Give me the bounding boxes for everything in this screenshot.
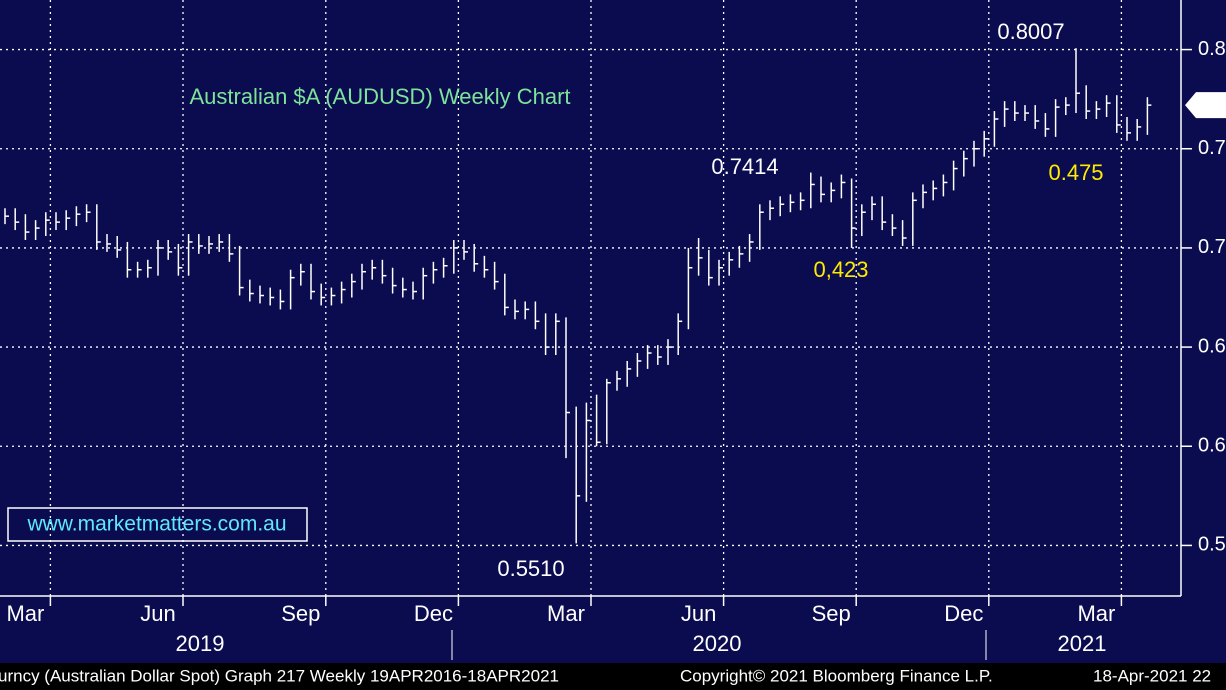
x-tick-label: Mar (547, 601, 585, 626)
year-label: 2020 (693, 631, 742, 656)
annotation: 0.5510 (497, 556, 564, 581)
annotation: 0.475 (1048, 160, 1103, 185)
y-tick-label: 0.7500 (1198, 137, 1226, 159)
watermark: www.marketmatters.com.au (26, 513, 286, 536)
footer-text: urncy (Australian Dollar Spot) Graph 217… (0, 666, 559, 685)
footer-text: 18-Apr-2021 22 (1093, 666, 1211, 685)
y-tick-label: 0.6000 (1198, 435, 1226, 457)
x-tick-label: Dec (414, 601, 453, 626)
x-tick-label: Mar (1077, 601, 1115, 626)
watermark-box (7, 507, 308, 542)
x-tick-label: Mar (6, 601, 44, 626)
y-tick-label: 0.5500 (1198, 534, 1226, 556)
footer-bar (0, 663, 1226, 690)
x-tick-label: Jun (681, 601, 716, 626)
x-tick-label: Jun (140, 601, 175, 626)
last-price-tag (1185, 92, 1226, 119)
year-label: 2019 (176, 631, 225, 656)
x-tick-label: Sep (812, 601, 851, 626)
annotation: 0.8007 (997, 19, 1064, 44)
y-tick-label: 0.8000 (1198, 38, 1226, 60)
footer-text: Copyright© 2021 Bloomberg Finance L.P. (680, 666, 993, 685)
annotation: 0.7414 (711, 154, 778, 179)
plot-area (0, 0, 1181, 596)
x-tick-label: Sep (281, 601, 320, 626)
x-tick-label: Dec (944, 601, 983, 626)
year-label: 2021 (1058, 631, 1107, 656)
annotation: 0,423 (813, 257, 868, 282)
y-tick-label: 0.6500 (1198, 335, 1226, 357)
y-tick-label: 0.7000 (1198, 236, 1226, 258)
chart-title: Australian $A (AUDUSD) Weekly Chart (189, 84, 570, 109)
